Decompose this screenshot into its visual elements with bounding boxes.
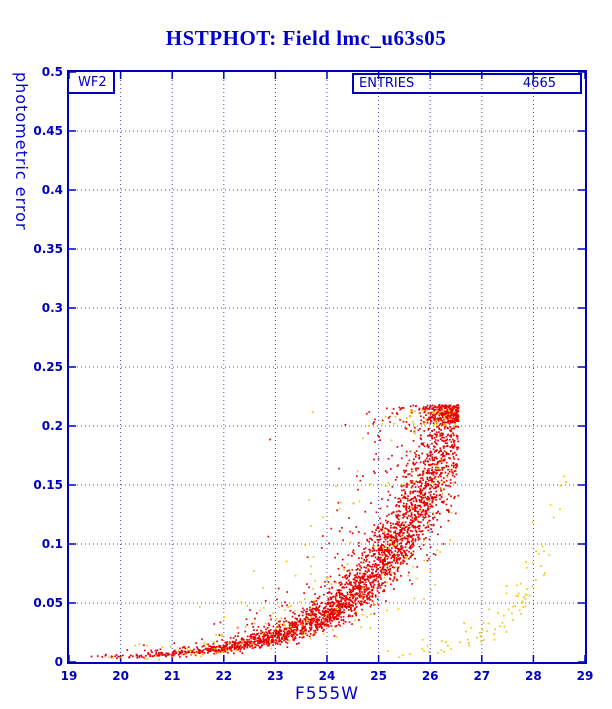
x-tick-label: 27: [473, 669, 491, 683]
entries-box: ENTRIES 4665: [352, 73, 582, 94]
y-tick-label: 0.35: [33, 242, 63, 256]
entries-label: ENTRIES: [359, 76, 415, 91]
y-tick-label: 0.4: [41, 183, 63, 197]
x-tick-label: 25: [370, 669, 387, 683]
chip-label: WF2: [78, 74, 107, 90]
y-tick-label: 0: [54, 655, 63, 669]
y-tick-label: 0.05: [33, 596, 63, 610]
x-tick-label: 29: [576, 669, 594, 683]
chart-title: HSTPHOT: Field lmc_u63s05: [165, 26, 447, 50]
x-tick-label: 21: [163, 669, 181, 683]
y-tick-label: 0.1: [41, 537, 63, 551]
y-tick-label: 0.3: [41, 301, 63, 315]
chip-label-box: WF2: [69, 72, 115, 94]
x-tick-label: 28: [525, 669, 542, 683]
y-tick-label: 0.25: [33, 360, 63, 374]
y-tick-label: 0.2: [41, 419, 63, 433]
x-tick-label: 22: [215, 669, 233, 683]
x-tick-label: 24: [318, 669, 336, 683]
y-tick-label: 0.45: [33, 124, 63, 138]
entries-value: 4665: [522, 76, 556, 91]
y-axis-label: photometric error: [12, 72, 31, 231]
x-axis-label: F555W: [294, 684, 360, 704]
y-tick-label: 0.15: [33, 478, 63, 492]
x-tick-label: 20: [112, 669, 129, 683]
x-tick-label: 23: [267, 669, 284, 683]
x-tick-label: 19: [60, 669, 78, 683]
x-tick-label: 26: [421, 669, 439, 683]
plot-area: WF2 ENTRIES 4665: [67, 70, 587, 664]
y-tick-label: 0.5: [41, 65, 63, 79]
scatter-points-canvas: [69, 72, 585, 662]
